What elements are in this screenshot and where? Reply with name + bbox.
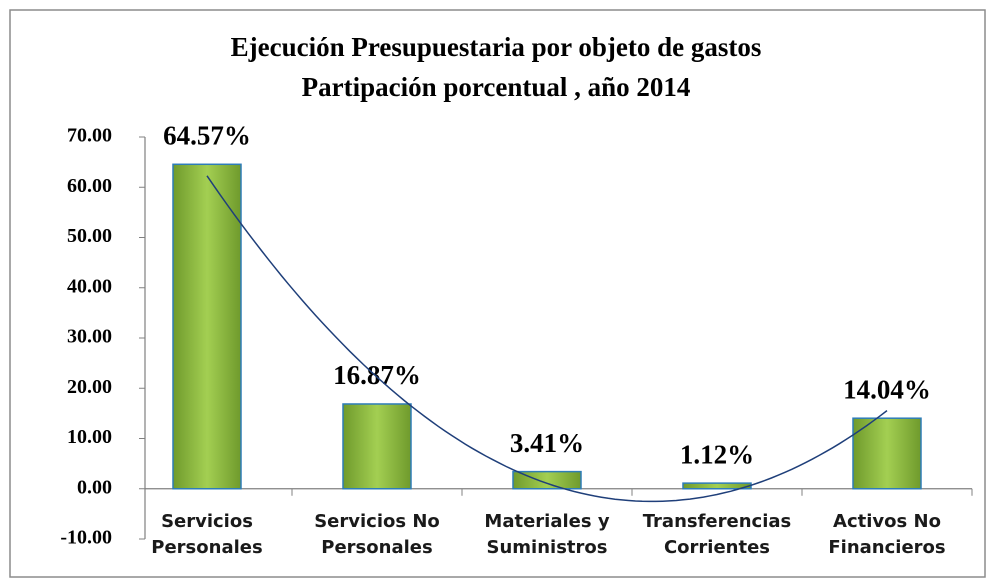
data-label: 3.41% [510,428,584,458]
y-tick-label: 20.00 [67,376,112,398]
chart-subtitle: Partipación porcentual , año 2014 [302,72,691,102]
y-tick-label: 70.00 [67,125,112,147]
data-label: 16.87% [333,360,421,390]
bar [172,163,242,490]
x-tick-label: Materiales y Suministros [484,510,610,558]
data-label: 1.12% [680,439,754,469]
bar [852,417,922,490]
data-label: 14.04% [843,374,931,404]
x-tick-label: Servicios No Personales [314,510,440,558]
trendline [206,175,888,503]
y-tick-label: -10.00 [60,527,112,549]
y-tick-label: 0.00 [77,476,112,498]
x-tick-label: Activos No Financieros [828,510,946,558]
y-tick-label: 10.00 [67,426,112,448]
x-tick-label: Servicios Personales [151,510,263,558]
bar [512,470,582,490]
y-tick-label: 50.00 [67,225,112,247]
y-tick-label: 60.00 [67,175,112,197]
data-label: 64.57% [163,120,251,150]
y-tick-label: 30.00 [67,326,112,348]
chart-title: Ejecución Presupuestaria por objeto de g… [231,32,762,62]
y-tick-label: 40.00 [67,275,112,297]
bar [342,403,412,490]
x-tick-label: Transferencias Corrientes [642,510,792,558]
